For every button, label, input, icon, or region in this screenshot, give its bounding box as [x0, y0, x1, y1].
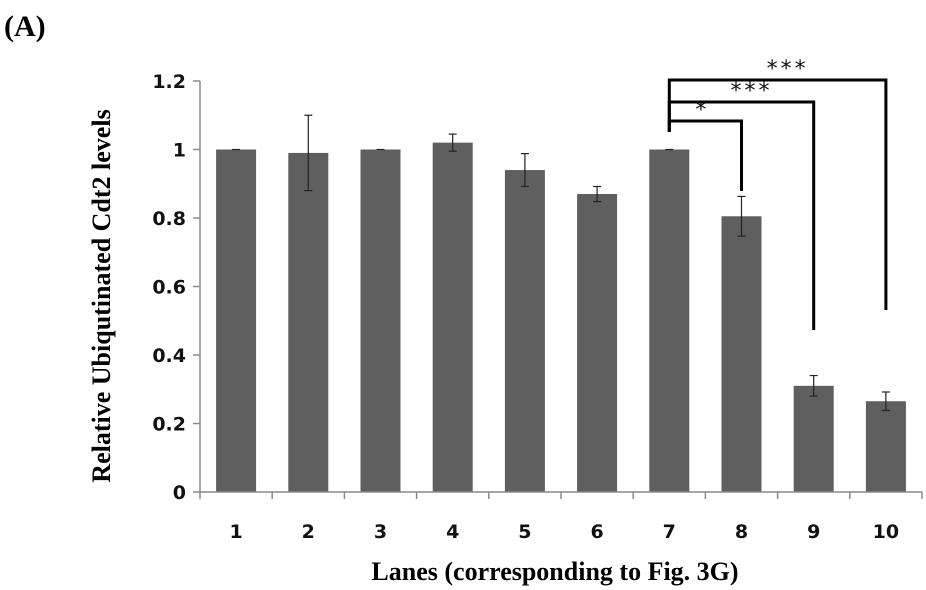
significance-label: ***	[731, 79, 773, 104]
x-tick-label: 9	[807, 521, 820, 543]
bar	[793, 385, 834, 492]
x-tick-label: 10	[873, 521, 899, 543]
bar	[360, 149, 401, 492]
significance-label: *	[695, 98, 709, 123]
bar	[504, 170, 545, 493]
x-tick-label: 5	[518, 521, 531, 543]
y-tick-label: 1.2	[152, 71, 186, 93]
significance-bracket	[667, 78, 888, 310]
significance-brackets: *******	[667, 57, 888, 330]
panel-label: (A)	[4, 10, 46, 43]
x-tick-label: 4	[446, 521, 459, 543]
x-axis-ticks: 1 2 3 4 5 6 7 8 9 10	[199, 492, 923, 543]
significance-label: ***	[767, 57, 809, 82]
y-tick-label: 1	[173, 140, 186, 162]
x-tick-label: 2	[302, 521, 315, 543]
y-axis-ticks: 0 0.2 0.4 0.6 0.8 1 1.2	[152, 71, 200, 504]
bar	[432, 142, 473, 492]
bar	[288, 152, 329, 493]
bar	[649, 149, 690, 492]
x-tick-label: 1	[229, 521, 242, 543]
x-tick-label: 8	[735, 521, 748, 543]
x-axis-title: Lanes (corresponding to Fig. 3G)	[371, 557, 738, 586]
y-tick-label: 0.6	[152, 277, 186, 299]
bar	[865, 401, 906, 492]
x-tick-label: 3	[374, 521, 387, 543]
error-bars	[232, 114, 890, 412]
y-tick-label: 0.4	[152, 345, 186, 367]
bar	[721, 216, 762, 492]
x-tick-label: 6	[590, 521, 603, 543]
y-tick-label: 0	[173, 482, 186, 504]
x-tick-label: 7	[663, 521, 676, 543]
bar	[216, 149, 257, 492]
y-tick-label: 0.2	[152, 414, 186, 436]
bars	[216, 142, 906, 493]
bar	[577, 194, 618, 492]
y-axis-title: Relative Ubiqutinated Cdt2 levels	[87, 109, 116, 482]
y-tick-label: 0.8	[152, 208, 186, 230]
